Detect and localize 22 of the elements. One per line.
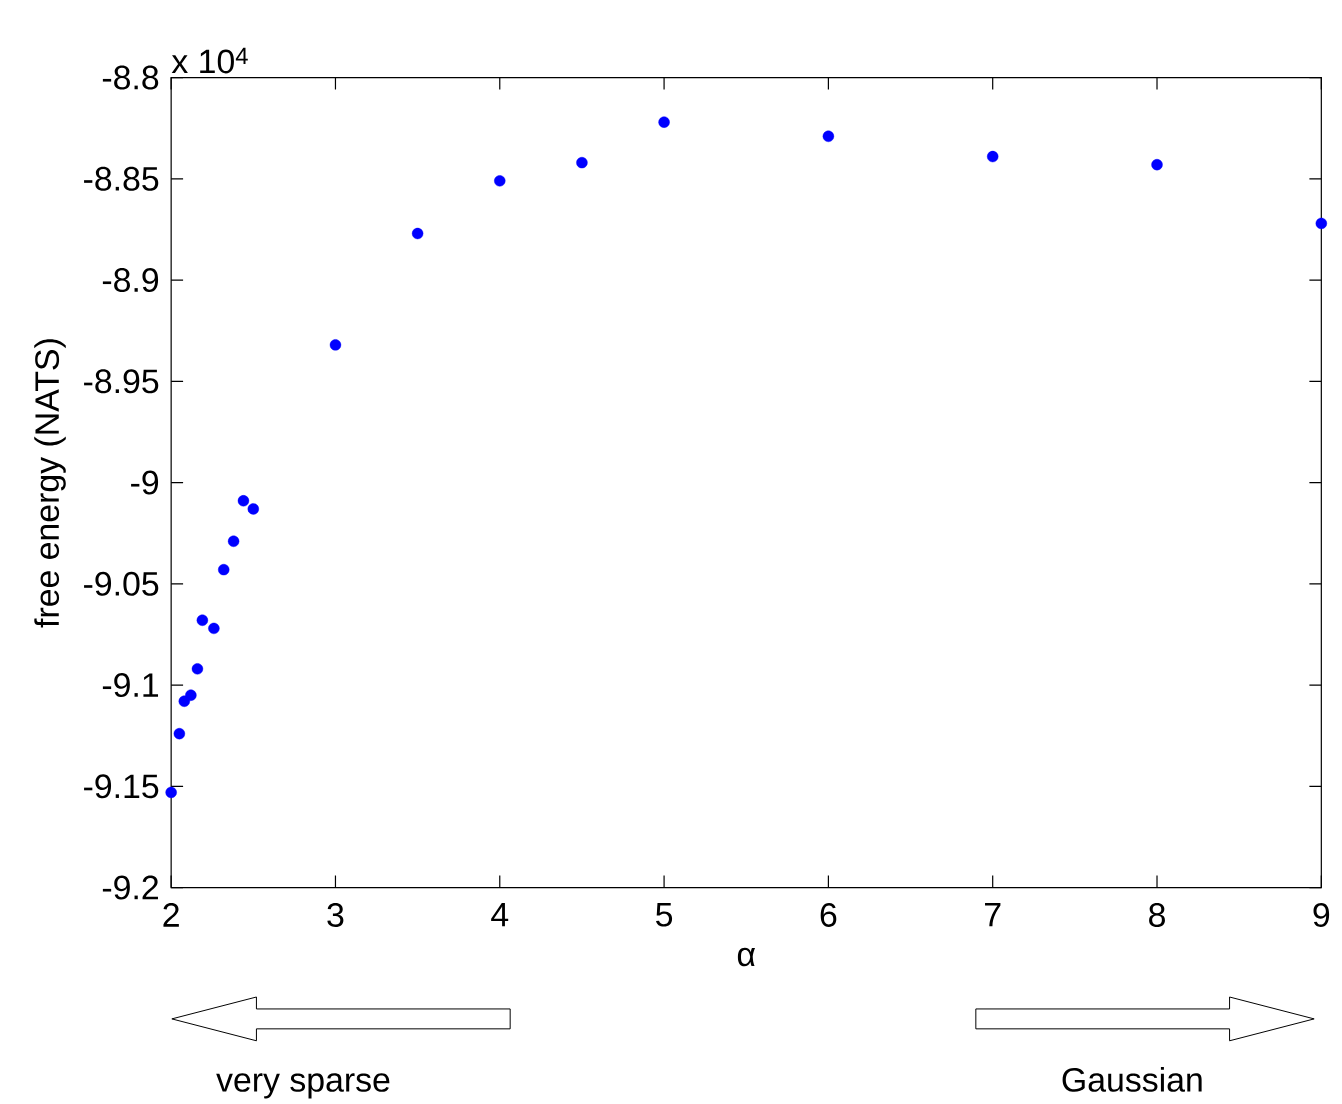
x-tick-label: 4 xyxy=(491,902,509,927)
x-tick-label: 3 xyxy=(327,902,344,927)
y-tick-label: -9.15 xyxy=(84,774,159,799)
y-tick-label: -8.95 xyxy=(84,369,159,394)
y-axis-title: free energy (NATS) xyxy=(34,339,66,628)
x-tick-label: 6 xyxy=(820,902,837,927)
y-tick-label: -9 xyxy=(131,470,159,495)
text: Gaussian xyxy=(1062,1066,1202,1092)
text: very sparse xyxy=(216,1073,390,1099)
x-tick-label: 7 xyxy=(985,902,1001,927)
y-tick-label: -9.1 xyxy=(102,672,159,697)
y-tick-label: -8.9 xyxy=(102,267,159,292)
x-tick-label: 8 xyxy=(1149,902,1165,927)
x-tick-label: 2 xyxy=(163,902,179,927)
y-tick-label: -8.8 xyxy=(102,65,159,90)
y-tick-label: -8.85 xyxy=(84,166,159,191)
y-tick-label: -9.05 xyxy=(84,571,159,596)
y-tick-label: -9.2 xyxy=(102,875,158,900)
x-axis-title: α xyxy=(737,947,756,967)
text: x 10$^{4}$ xyxy=(171,47,248,74)
x-tick-label: 9 xyxy=(1313,902,1330,927)
x-tick-label: 5 xyxy=(656,902,673,927)
